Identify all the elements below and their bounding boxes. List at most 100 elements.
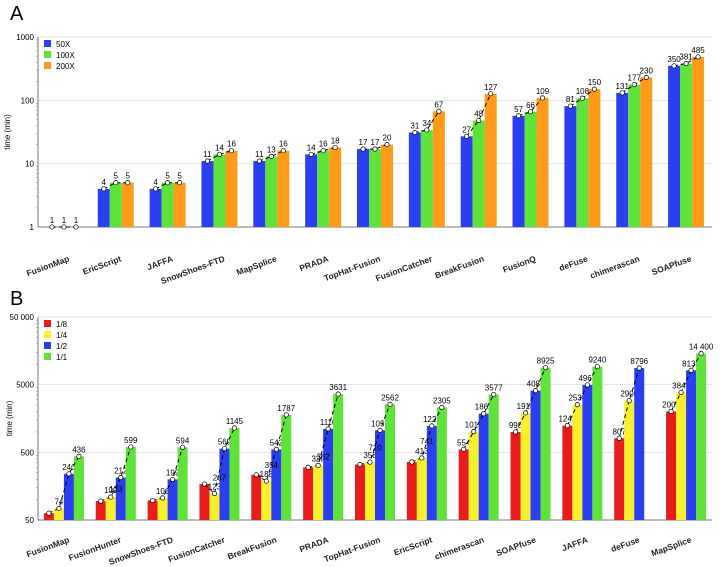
chartb-data-label: 8138	[682, 359, 700, 368]
charta-bar-100x	[576, 98, 589, 227]
chartb-extra-label: 741	[420, 437, 434, 446]
chartb-bar-1-8	[458, 449, 469, 520]
charta-trend-point	[165, 180, 171, 186]
chartb-bar-1-1	[488, 394, 499, 520]
chartb-data-label: 212	[114, 467, 128, 476]
chartb-trend-point	[668, 408, 674, 415]
charta-category-label: MapSplice	[235, 253, 278, 277]
charta-bar-200x	[173, 182, 186, 227]
chartb-data-label: 2562	[381, 393, 399, 402]
charta-bar-100x	[628, 84, 641, 227]
charta-trend-line	[363, 144, 388, 150]
charta-trend-point	[308, 151, 314, 157]
charta-data-label: 1	[74, 216, 79, 225]
chartb-legend-label: 1/2	[56, 342, 68, 351]
charta-trend-line	[673, 56, 699, 67]
charta-trend-point	[527, 109, 534, 115]
chartb-bar-1-8	[199, 484, 210, 520]
chartb-trend-point	[481, 411, 487, 417]
charta-trend-point	[256, 158, 262, 164]
chartb-legend-swatch	[44, 331, 51, 338]
chartb-bar-1-2	[219, 448, 230, 520]
charta-legend-swatch	[44, 40, 51, 47]
charta-trend-point	[579, 95, 585, 101]
chartb-category-label: FusionCatcher	[167, 534, 227, 564]
chartb-legend-label: 1/4	[56, 331, 68, 340]
chartb-trend-point	[56, 505, 62, 512]
charta-bar-200x	[225, 150, 238, 227]
chartb-trend-point	[76, 453, 82, 459]
charta-bar-50x	[668, 65, 681, 227]
charta-trend-line	[155, 182, 180, 190]
chartb-bar-1-1	[592, 366, 603, 520]
charta-data-label: 16	[319, 140, 328, 149]
chartb-bar-1-4	[105, 497, 116, 520]
charta-data-label: 485	[691, 46, 705, 55]
chartb-data-label: 1057	[371, 419, 389, 428]
chartb-extra-label: 362	[316, 452, 330, 461]
chartb-y-axis-label: time (min)	[5, 400, 14, 436]
panel-b-label: B	[10, 288, 23, 310]
chartb-bar-1-2	[271, 449, 282, 520]
charta-legend-label: 100X	[56, 51, 75, 60]
chartb-data-label: 74	[54, 497, 63, 506]
chartb-data-label: 320	[311, 454, 325, 463]
chartb-bar-1-4	[676, 392, 687, 520]
chartb-bar-1-8	[95, 501, 106, 520]
chartb-data-label: 3577	[485, 384, 503, 393]
chartb-trend-point	[409, 459, 415, 465]
chartb-data-label: 1787	[277, 404, 295, 413]
chartb-data-label: 998	[509, 421, 523, 430]
chartb-bar-1-8	[147, 500, 158, 520]
chartb-trend-line	[463, 394, 495, 450]
chartb-trend-point	[46, 510, 52, 516]
charta-data-label: 5	[126, 172, 131, 181]
charta-data-label: 17	[359, 138, 368, 147]
charta-bar-200x	[484, 93, 497, 227]
chartb-trend-point	[150, 497, 156, 504]
chartb-trend-point	[367, 459, 373, 465]
chartb-data-label: 436	[72, 445, 86, 454]
charta-data-label: 66	[526, 101, 535, 110]
charta-y-tick-label: 1	[30, 223, 35, 232]
charta-legend-swatch	[44, 51, 51, 58]
chartb-bar-1-4	[624, 400, 635, 520]
chartb-trend-point	[231, 425, 238, 431]
charta-bar-50x	[305, 154, 318, 227]
chartb-bar-1-4	[209, 493, 220, 520]
chartb-y-tick-label: 50 000	[10, 313, 35, 322]
charta-legend-label: 50X	[56, 40, 71, 49]
chartb-category-label: FusionMap	[25, 534, 71, 559]
chartb-legend-swatch	[44, 320, 51, 327]
chartb-data-label: 542	[270, 438, 284, 447]
chartb-bar-1-8	[510, 432, 521, 520]
chartb-trend-point	[377, 427, 383, 433]
charta-data-label: 57	[514, 105, 523, 114]
charta-category-label: chimerascan	[589, 253, 641, 280]
chartb-category-label: SOAPfuse	[495, 534, 538, 558]
charta-trend-point	[488, 91, 494, 97]
charta-trend-point	[631, 82, 637, 88]
chartb-trend-point	[108, 494, 114, 500]
charta-category-label: PRADA	[298, 253, 330, 273]
charta-category-label: JAFFA	[146, 253, 175, 272]
chartb-trend-point	[335, 391, 341, 397]
charta-data-label: 5	[165, 172, 170, 181]
chartb-trend-point	[118, 474, 124, 481]
chartb-trend-point	[283, 412, 289, 418]
chartb-trend-point	[688, 367, 694, 373]
chartb-legend-label: 1/1	[56, 353, 68, 362]
charta-trend-point	[360, 146, 366, 152]
chartb-bar-1-1	[696, 353, 707, 520]
charta-y-axis-label: time (min)	[3, 114, 12, 150]
chartb-trend-point	[626, 398, 632, 404]
chartb-trend-point	[211, 490, 218, 497]
chartb-bar-1-1	[177, 447, 188, 520]
charta-bar-200x	[588, 89, 601, 228]
chartb-data-label: 4962	[578, 374, 596, 383]
charta-bar-200x	[121, 182, 134, 227]
charta-trend-point	[73, 224, 79, 230]
chartb-bar-1-8	[355, 464, 365, 520]
chartb-bar-1-8	[406, 461, 417, 520]
charta-data-label: 48	[474, 110, 483, 119]
